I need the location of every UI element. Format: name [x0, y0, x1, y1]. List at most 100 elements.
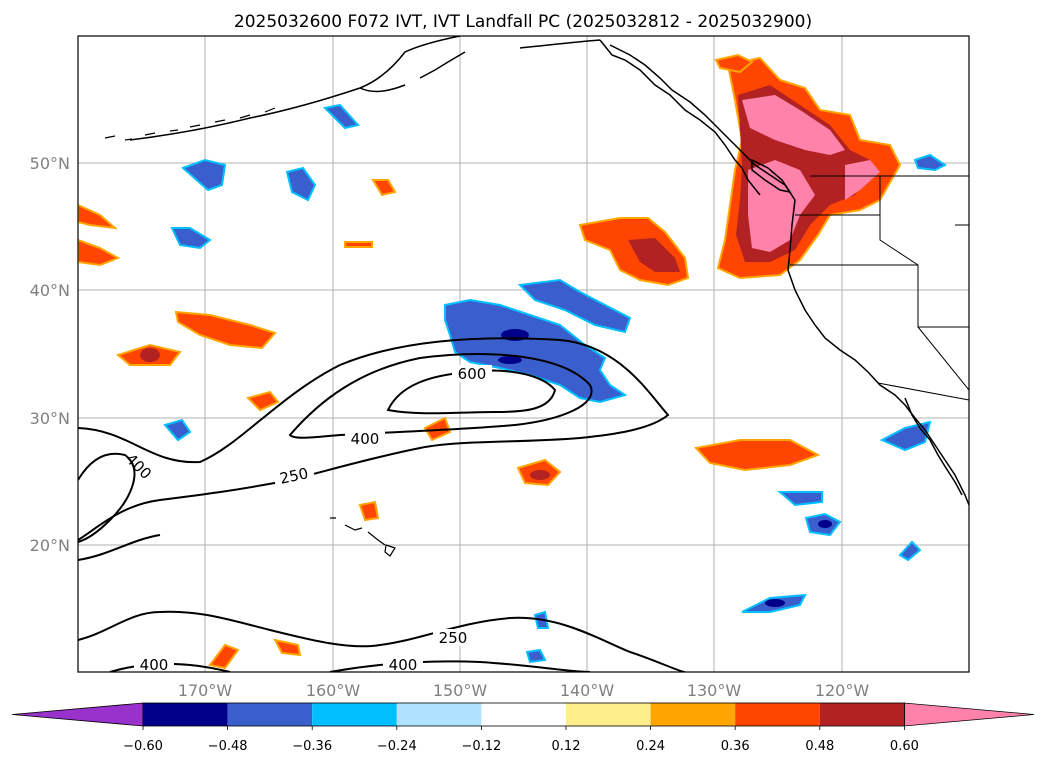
ivt-label-400-d: 400: [389, 656, 418, 674]
ivt-contour-250-south-west: [78, 534, 161, 561]
ivt-contour-labels: 600 400 400 250 250 400 400: [122, 365, 492, 674]
lon-label-170w: 170°W: [178, 681, 233, 700]
coastlines: [104, 36, 969, 557]
pc-region-26n-core: [530, 470, 550, 480]
ivt-label-250-b: 250: [439, 629, 468, 647]
pc-region-12n: [525, 648, 547, 664]
colorbar-extend-high: [904, 702, 1035, 727]
colorbar-segment: [143, 703, 228, 726]
pc-region-14n-a: [273, 638, 302, 657]
ivt-contour-600: [386, 369, 557, 415]
label-bg-400-a: [345, 430, 385, 447]
baja-peninsula: [904, 397, 963, 496]
pc-region-pnw-core-north: [742, 95, 845, 155]
pc-region-29n-west: [163, 418, 192, 442]
map-frame: [77, 35, 970, 673]
map-title: 2025032600 F072 IVT, IVT Landfall PC (20…: [234, 12, 812, 32]
aleutian-islands: [104, 107, 276, 141]
label-bg-400-c: [134, 657, 174, 672]
ivt-contours: [78, 337, 686, 672]
pc-region-offshore-45n-core: [628, 238, 680, 272]
pc-region-48n-small: [371, 179, 397, 197]
colorbar-extend-low: [11, 702, 144, 727]
lat-label-50n: 50°N: [30, 154, 70, 173]
lon-label-130w: 130°W: [687, 681, 742, 700]
graticule: [78, 36, 969, 672]
ivt-label-400-c: 400: [140, 656, 169, 674]
ca-nv-border: [917, 265, 969, 391]
lat-label-40n: 40°N: [30, 281, 70, 300]
colorbar-segments: [11, 702, 1035, 727]
colorbar-segment: [650, 703, 736, 726]
colorbar-segment: [819, 703, 905, 726]
colorbar-tick-label: −0.24: [377, 739, 417, 754]
pc-region-22n: [777, 491, 823, 507]
lat-label-30n: 30°N: [30, 409, 70, 428]
colorbar-tick-label: −0.60: [123, 739, 163, 754]
hawaii-islands: [330, 517, 396, 557]
pc-region-38n-west: [174, 310, 277, 350]
state-borders: [790, 175, 969, 401]
colorbar-segment: [481, 703, 566, 726]
colorbar-segment: [227, 703, 313, 726]
vancouver-island: [751, 158, 792, 194]
ivt-label-250-a: 250: [278, 464, 310, 488]
ivt-contour-250-outer: [78, 337, 670, 541]
pc-region-43n-small: [344, 241, 373, 248]
pc-region-20n-east: [898, 540, 922, 562]
colorbar-tick-label: −0.36: [292, 739, 332, 754]
pc-region-39n: [517, 278, 632, 334]
pc-region-west-edge-46n: [78, 203, 119, 230]
pc-region-19n-core: [818, 520, 832, 528]
pc-region-pnw-core-south: [748, 160, 815, 252]
colorbar-segment: [735, 703, 820, 726]
colorbar-tick-label: 0.12: [552, 739, 581, 754]
lat-label-20n: 20°N: [30, 536, 70, 555]
colorbar-ticks: −0.60 −0.48 −0.36 −0.24 −0.12 0.12 0.24 0.36 0.4…: [123, 726, 919, 754]
pc-region-35n-west-core: [140, 348, 160, 362]
lon-label-140w: 140°W: [560, 681, 615, 700]
pc-region-28n: [423, 416, 452, 442]
pc-region-31n: [246, 390, 280, 412]
pc-region-bc-coast: [714, 53, 754, 74]
pc-region-15n-core: [765, 599, 785, 607]
pc-region-49n-b: [285, 166, 317, 202]
alaska-coast: [129, 36, 761, 196]
us-west-coast: [787, 199, 969, 506]
pc-region-west-edge-43n: [78, 238, 121, 267]
pc-region-44n: [170, 227, 212, 250]
pc-region-53n: [322, 103, 360, 130]
colorbar-tick-label: 0.48: [805, 739, 834, 754]
label-bg-250-a: [272, 463, 316, 488]
colorbar: −0.60 −0.48 −0.36 −0.24 −0.12 0.12 0.24 0.36 0.4…: [11, 702, 1035, 754]
colorbar-segment: [396, 703, 482, 726]
pc-region-central-pacific-core-b: [498, 356, 522, 364]
longitude-labels: 170°W 160°W 150°W 140°W 130°W 120°W: [178, 681, 870, 700]
pc-region-pnw-core-east: [845, 160, 880, 200]
pc-region-20n-a: [358, 500, 380, 522]
latitude-labels: 50°N 40°N 30°N 20°N: [30, 154, 70, 555]
colorbar-segment: [312, 703, 397, 726]
colorbar-tick-label: 0.60: [890, 739, 919, 754]
pc-region-baja: [879, 420, 932, 452]
label-bg-250-b: [433, 629, 473, 646]
ivt-label-600: 600: [458, 365, 487, 383]
lon-label-150w: 150°W: [433, 681, 488, 700]
colorbar-tick-label: −0.12: [461, 739, 501, 754]
bc-coast: [609, 44, 796, 201]
colorbar-outline: [142, 702, 905, 727]
pc-positive-regions: [78, 53, 902, 670]
pc-region-49n-a: [181, 158, 227, 192]
pc-region-12n-a: [208, 643, 240, 670]
ivt-contour-400-west: [78, 452, 136, 543]
colorbar-segment: [566, 703, 651, 726]
pc-region-hawaii-north: [694, 439, 821, 472]
ivt-label-400-a: 400: [351, 430, 380, 448]
ivt-contour-250-south: [78, 610, 686, 672]
colorbar-tick-label: 0.24: [636, 739, 665, 754]
lon-label-120w: 120°W: [815, 681, 870, 700]
colorbar-tick-label: −0.48: [208, 739, 248, 754]
colorbar-tick-label: 0.36: [721, 739, 750, 754]
mexico-border: [877, 382, 969, 401]
